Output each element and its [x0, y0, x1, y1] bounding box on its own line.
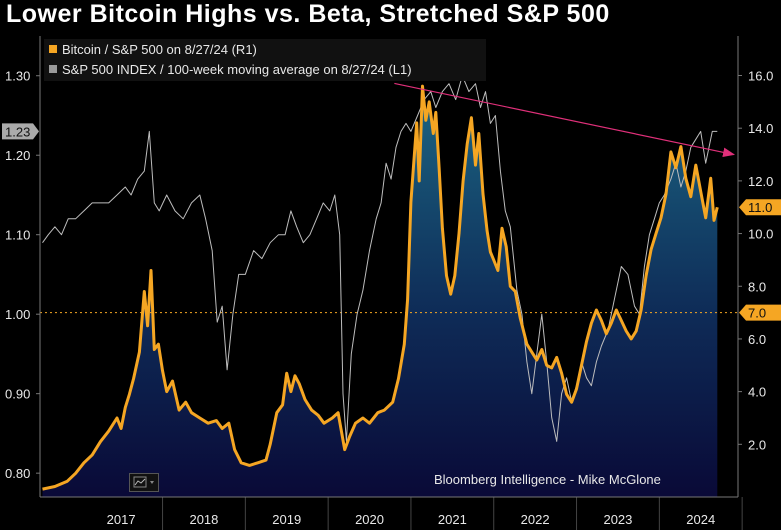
bitcoin-area	[42, 86, 718, 497]
legend-item-spx: S&P 500 INDEX / 100-week moving average …	[44, 59, 486, 79]
x-tick-label: 2019	[272, 512, 301, 527]
chart-type-icon	[133, 476, 154, 488]
legend: Bitcoin / S&P 500 on 8/27/24 (R1) S&P 50…	[44, 39, 486, 81]
x-tick-label: 2021	[438, 512, 467, 527]
right-current-value: 11.0	[748, 200, 772, 215]
chart-title: Lower Bitcoin Highs vs. Beta, Stretched …	[6, 0, 610, 28]
legend-label-spx: S&P 500 INDEX / 100-week moving average …	[62, 61, 412, 77]
left-tick-label: 0.90	[5, 387, 30, 402]
right-tick-label: 8.0	[748, 279, 766, 294]
x-tick-label: 2017	[107, 512, 136, 527]
x-tick-label: 2023	[603, 512, 632, 527]
right-tick-label: 6.0	[748, 332, 766, 347]
left-current-value: 1.23	[5, 124, 30, 139]
right-tick-label: 16.0	[748, 69, 773, 84]
right-tick-label: 4.0	[748, 385, 766, 400]
left-current-tag	[2, 123, 39, 140]
left-tick-label: 1.10	[5, 228, 30, 243]
right-reference-tag	[739, 304, 781, 321]
x-tick-label: 2024	[686, 512, 715, 527]
chart-credit: Bloomberg Intelligence - Mike McGlone	[434, 472, 661, 487]
left-tick-label: 1.20	[5, 148, 30, 163]
right-tick-label: 2.0	[748, 437, 766, 452]
left-tick-label: 1.00	[5, 307, 30, 322]
x-tick-label: 2022	[521, 512, 550, 527]
x-tick-label: 2020	[355, 512, 384, 527]
chart-type-button[interactable]	[129, 473, 159, 492]
bitcoin-ratio-line	[42, 84, 719, 491]
legend-swatch-bitcoin	[49, 45, 57, 53]
x-tick-label: 2018	[189, 512, 218, 527]
spx-ratio-line	[42, 75, 718, 442]
left-tick-label: 1.30	[5, 69, 30, 84]
legend-item-bitcoin: Bitcoin / S&P 500 on 8/27/24 (R1)	[44, 39, 486, 59]
right-tick-label: 12.0	[748, 174, 773, 189]
left-tick-label: 0.80	[5, 466, 30, 481]
right-current-tag	[739, 199, 781, 216]
legend-label-bitcoin: Bitcoin / S&P 500 on 8/27/24 (R1)	[62, 41, 257, 57]
right-tick-label: 10.0	[748, 227, 773, 242]
legend-swatch-spx	[49, 65, 57, 73]
trend-arrow	[394, 82, 736, 158]
right-tick-label: 14.0	[748, 121, 773, 136]
right-reference-value: 7.0	[748, 306, 766, 321]
